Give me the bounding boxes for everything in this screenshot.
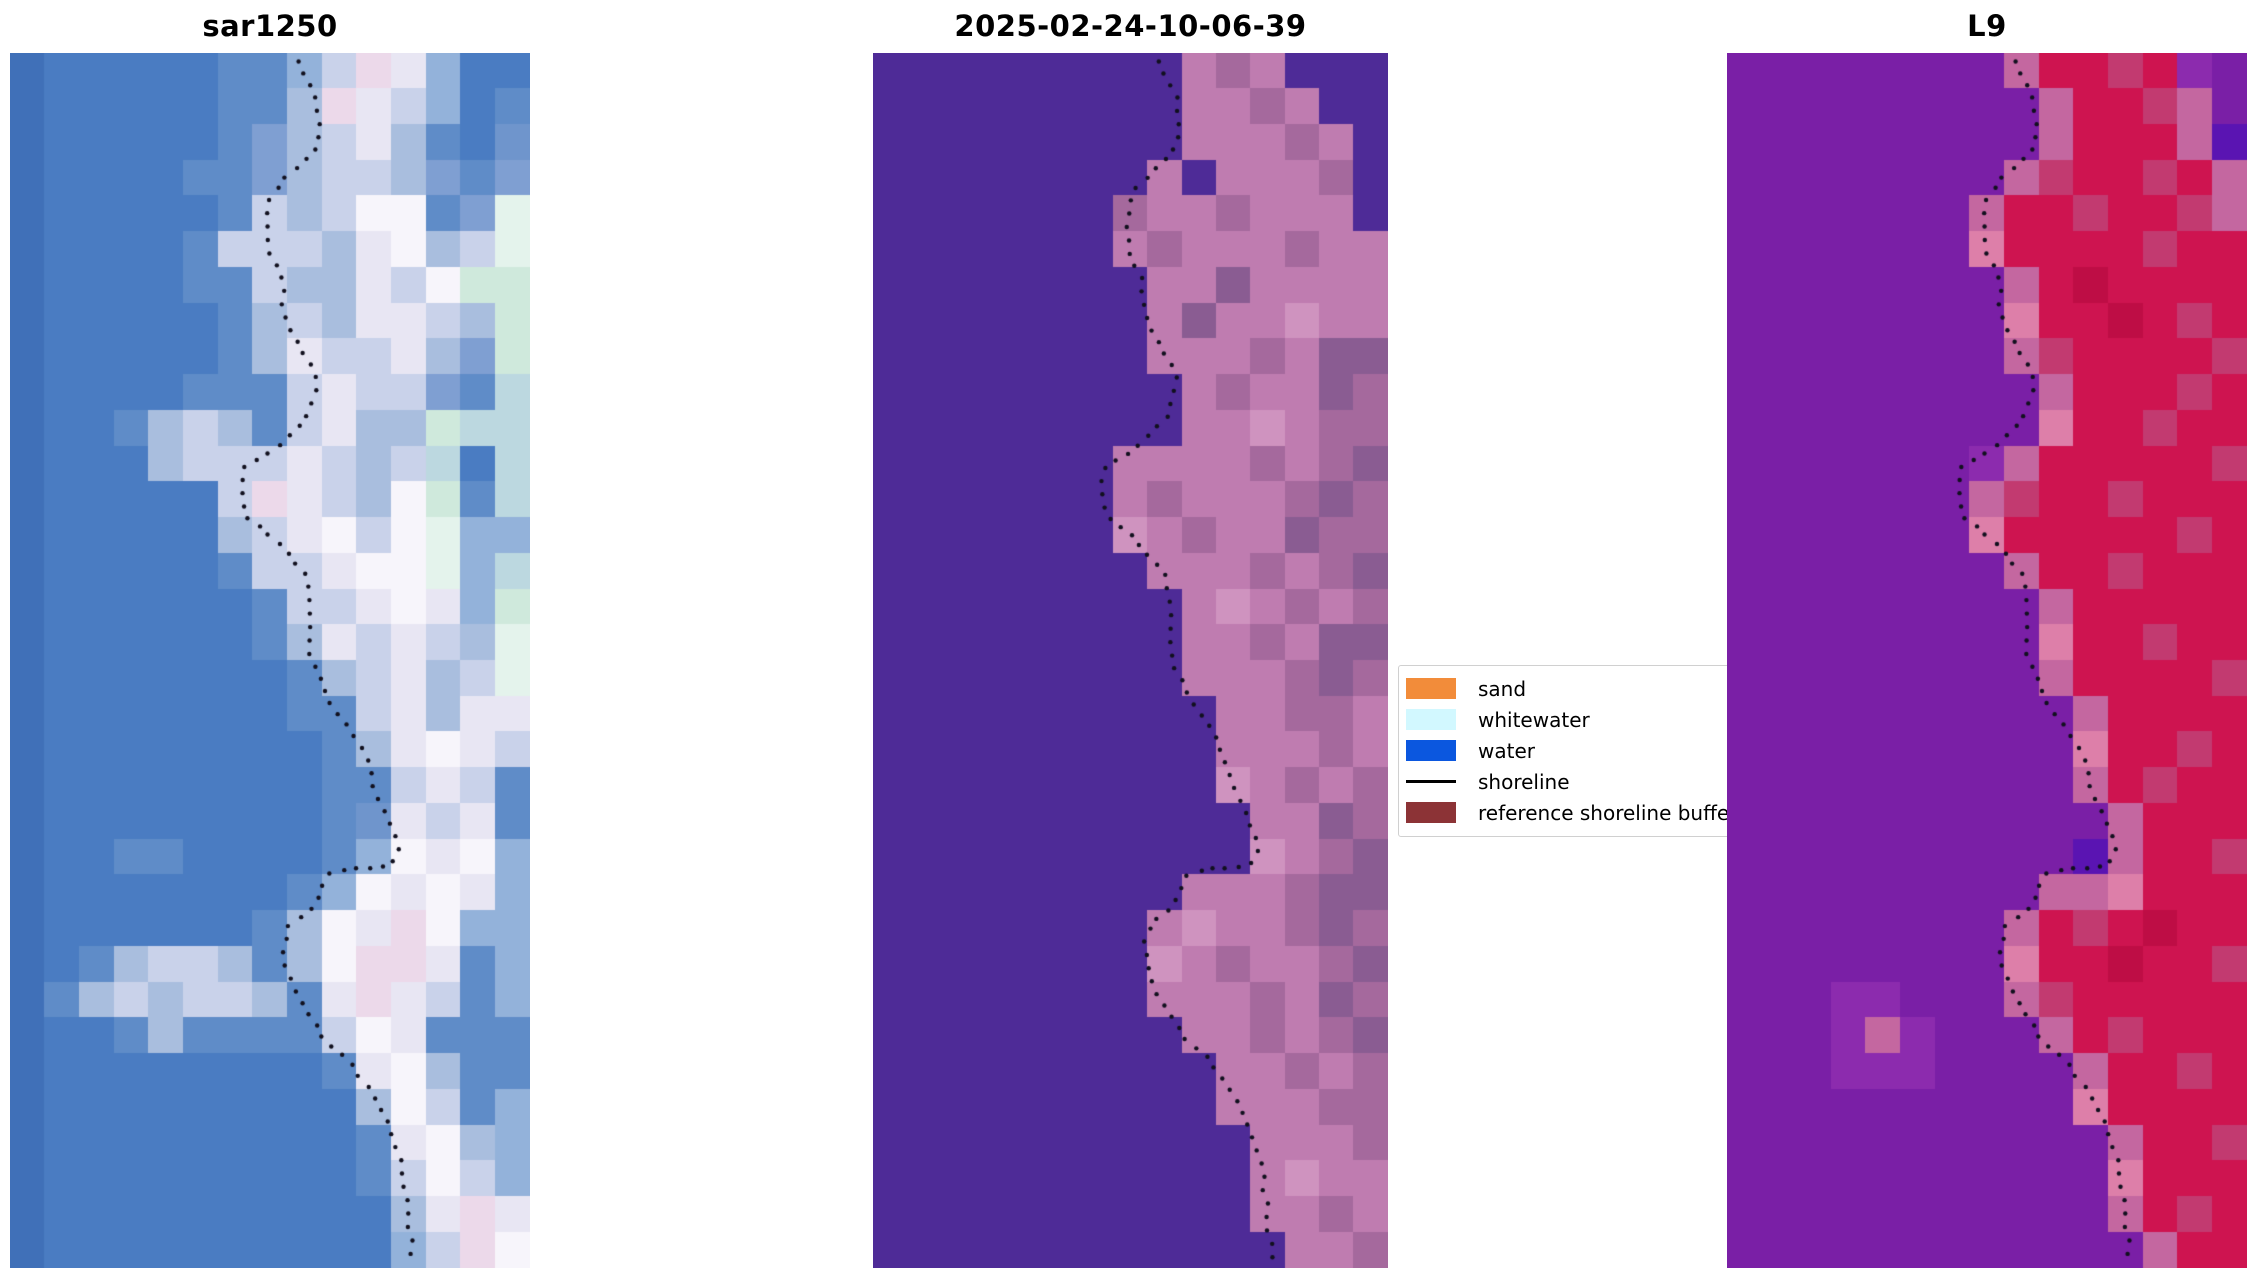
legend-label-reference-buffer: reference shoreline buffer xyxy=(1478,800,1738,825)
legend-entry-sand: sand xyxy=(1406,673,1785,704)
legend-entry-whitewater: whitewater xyxy=(1406,704,1785,735)
panel-title-sar1250: sar1250 xyxy=(202,9,338,43)
panel-sar1250 xyxy=(10,53,530,1268)
shoreline-line-swatch xyxy=(1406,780,1456,783)
legend-label-water: water xyxy=(1478,738,1535,763)
legend-box: sand whitewater water shoreline referenc… xyxy=(1398,665,1786,837)
panel-l9 xyxy=(1727,53,2247,1268)
legend-entry-reference-buffer: reference shoreline buffer xyxy=(1406,797,1785,828)
reference-buffer-color-swatch xyxy=(1406,802,1456,823)
panel-title-l9: L9 xyxy=(1967,9,2007,43)
l9-image-canvas xyxy=(1727,53,2247,1268)
whitewater-color-swatch xyxy=(1406,709,1456,730)
legend-label-sand: sand xyxy=(1478,676,1527,701)
panel-title-date: 2025-02-24-10-06-39 xyxy=(954,9,1307,43)
legend-entry-water: water xyxy=(1406,735,1785,766)
water-color-swatch xyxy=(1406,740,1456,761)
sar1250-image-canvas xyxy=(10,53,530,1268)
classified-image-canvas xyxy=(873,53,1388,1268)
legend-entry-shoreline: shoreline xyxy=(1406,766,1785,797)
sand-color-swatch xyxy=(1406,678,1456,699)
legend-label-whitewater: whitewater xyxy=(1478,707,1590,732)
legend-label-shoreline: shoreline xyxy=(1478,769,1570,794)
panel-classified-date xyxy=(873,53,1388,1268)
